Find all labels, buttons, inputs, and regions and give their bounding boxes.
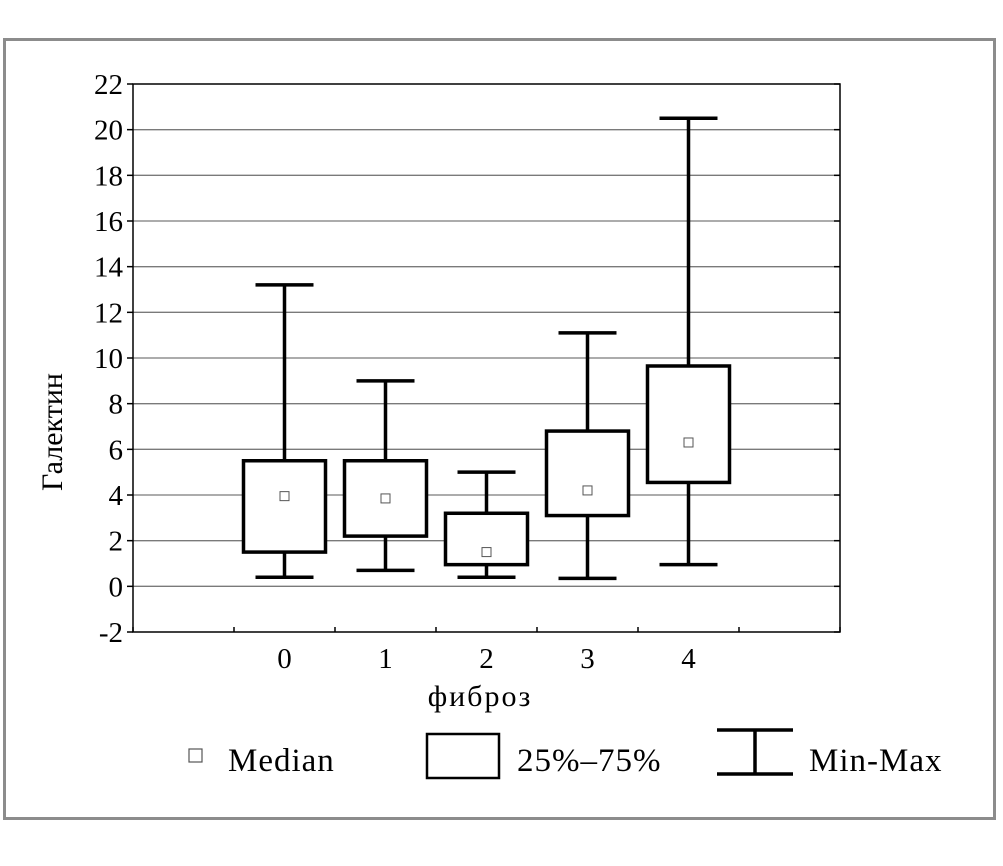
- boxes: [241, 116, 732, 581]
- y-tick-labels: -2 0 2 4 6 8 10 12 14 16 18 20 22: [94, 69, 124, 649]
- legend-box-icon: [425, 732, 501, 780]
- median-marker: [582, 485, 593, 496]
- y-tick-label: -2: [99, 617, 123, 649]
- x-axis-title: фиброз: [428, 680, 533, 713]
- chart-frame: [3, 38, 996, 820]
- legend-whisker-icon: [717, 728, 793, 776]
- y-tick-label: 0: [109, 571, 124, 603]
- y-tick-label: 12: [94, 297, 123, 329]
- y-tick-label: 6: [109, 434, 124, 466]
- y-tick-label: 20: [94, 115, 123, 147]
- axes: [127, 83, 841, 633]
- x-tick-label: 2: [479, 643, 494, 675]
- box-group-2: [443, 470, 530, 579]
- plot-border: [132, 83, 841, 633]
- y-axis-title: Галектин: [36, 373, 69, 491]
- x-tick-labels: 0 1 2 3 4: [277, 643, 696, 675]
- y-tick-label: 22: [94, 69, 123, 101]
- legend: Median 25%–75% Min-Max: [188, 728, 943, 780]
- median-marker: [380, 493, 391, 504]
- box-group-0: [241, 283, 328, 579]
- y-tick-label: 2: [109, 526, 124, 558]
- y-tick-label: 18: [94, 160, 123, 192]
- legend-box-label: 25%–75%: [517, 743, 661, 779]
- x-tick-label: 4: [681, 643, 696, 675]
- median-marker: [279, 491, 290, 502]
- x-tick-label: 1: [378, 643, 393, 675]
- box-group-3: [544, 331, 631, 581]
- iqr-box: [241, 459, 328, 554]
- x-tick-label: 3: [580, 643, 595, 675]
- box-group-1: [342, 379, 429, 573]
- box-group-4: [645, 116, 732, 567]
- median-marker: [481, 547, 492, 558]
- y-tick-label: 4: [109, 480, 124, 512]
- iqr-box: [544, 429, 631, 518]
- legend-whisker-label: Min-Max: [809, 743, 943, 779]
- median-marker: [683, 437, 694, 448]
- legend-median-icon: [188, 748, 203, 763]
- y-tick-label: 14: [94, 252, 124, 284]
- y-tick-label: 16: [94, 206, 123, 238]
- iqr-box: [645, 364, 732, 485]
- x-tick-label: 0: [277, 643, 292, 675]
- legend-median-label: Median: [228, 743, 335, 779]
- y-tick-label: 10: [94, 343, 123, 375]
- y-tick-label: 8: [109, 389, 124, 421]
